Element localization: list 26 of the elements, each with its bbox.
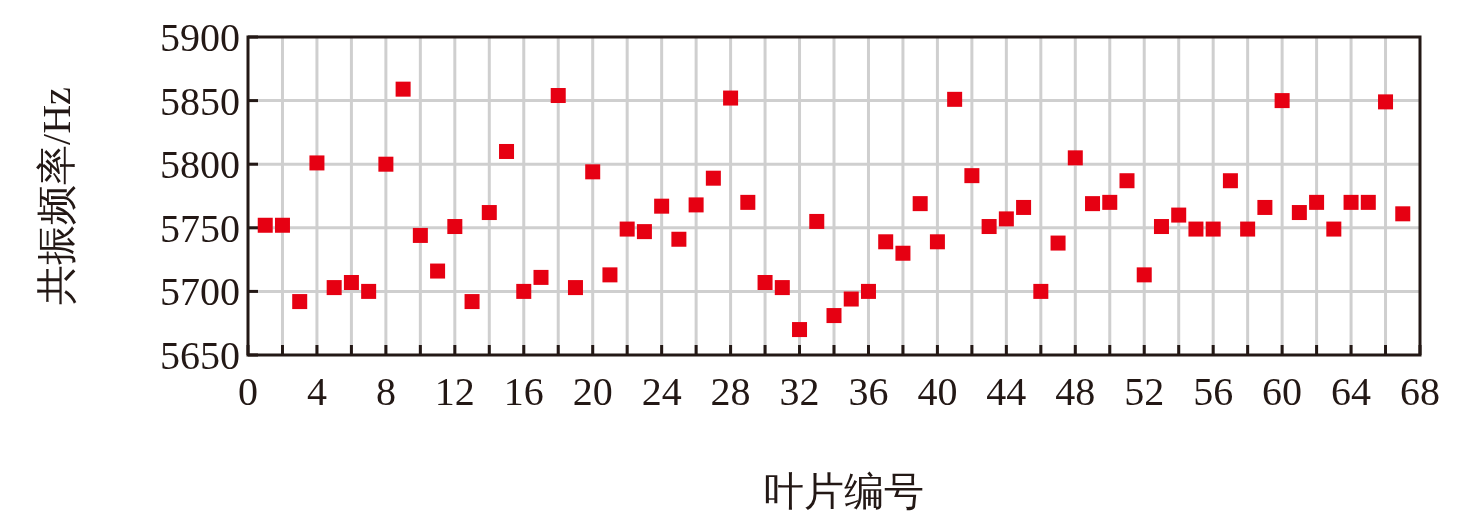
x-tick-label: 4 — [306, 369, 327, 414]
x-tick-label: 16 — [503, 369, 544, 414]
x-tick-label: 36 — [848, 369, 889, 414]
x-tick-label: 60 — [1262, 369, 1303, 414]
y-tick-label: 5800 — [160, 142, 240, 188]
x-tick-label: 52 — [1124, 369, 1165, 414]
y-axis-title: 共振频率/Hz — [34, 87, 79, 305]
x-tick-label: 64 — [1331, 369, 1372, 414]
x-tick-label: 24 — [641, 369, 682, 414]
x-tick-label: 68 — [1400, 369, 1440, 414]
y-tick-label: 5700 — [160, 269, 240, 315]
y-tick-label: 5850 — [160, 78, 240, 124]
y-tick-label: 5900 — [160, 15, 240, 60]
x-tick-label: 20 — [572, 369, 613, 414]
x-tick-label: 32 — [779, 369, 820, 414]
y-tick-label: 5650 — [160, 333, 240, 378]
x-tick-label: 0 — [238, 369, 258, 414]
x-axis-title: 叶片编号 — [764, 469, 924, 514]
y-tick-label: 5750 — [160, 205, 240, 251]
x-tick-label: 44 — [986, 369, 1027, 414]
x-tick-label: 28 — [710, 369, 751, 414]
x-tick-label: 48 — [1055, 369, 1096, 414]
x-tick-label: 12 — [434, 369, 475, 414]
x-tick-label: 40 — [917, 369, 958, 414]
x-tick-label: 56 — [1193, 369, 1234, 414]
x-tick-label: 8 — [375, 369, 396, 414]
